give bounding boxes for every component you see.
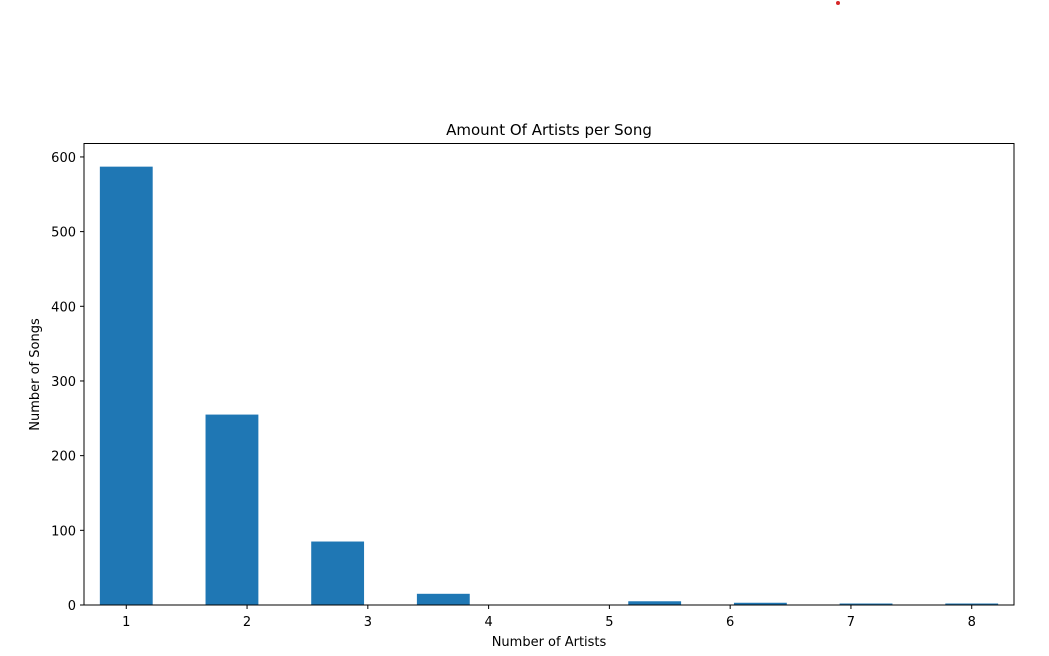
y-tick-label: 100 bbox=[51, 524, 76, 539]
bar-3 bbox=[311, 541, 365, 605]
y-axis-label: Number of Songs bbox=[28, 318, 43, 431]
bar-8 bbox=[945, 603, 999, 605]
x-tick-label: 4 bbox=[484, 615, 492, 630]
x-tick-label: 2 bbox=[243, 615, 251, 630]
y-tick-label: 0 bbox=[68, 599, 76, 614]
x-axis: 1 2 3 4 5 6 7 8 bbox=[122, 605, 976, 630]
y-axis: 0 100 200 300 400 500 600 bbox=[51, 151, 84, 614]
bar-5 bbox=[628, 601, 682, 605]
y-tick-label: 500 bbox=[51, 226, 76, 241]
y-tick-label: 400 bbox=[51, 300, 76, 315]
bar-7 bbox=[839, 603, 893, 605]
y-tick-label: 200 bbox=[51, 450, 76, 465]
bar-2 bbox=[205, 414, 259, 605]
plot-frame bbox=[83, 143, 1015, 606]
red-marker-dot bbox=[836, 1, 840, 5]
x-tick-label: 3 bbox=[364, 615, 372, 630]
x-tick-label: 8 bbox=[968, 615, 976, 630]
bar-4 bbox=[416, 593, 470, 605]
chart-title: Amount Of Artists per Song bbox=[446, 121, 652, 139]
x-axis-label: Number of Artists bbox=[492, 635, 607, 650]
y-tick-label: 600 bbox=[51, 151, 76, 166]
y-tick-label: 300 bbox=[51, 375, 76, 390]
x-tick-label: 1 bbox=[122, 615, 130, 630]
bars-group bbox=[99, 166, 999, 606]
x-tick-label: 6 bbox=[726, 615, 734, 630]
bar-6 bbox=[733, 602, 787, 605]
x-tick-label: 7 bbox=[847, 615, 855, 630]
x-tick-label: 5 bbox=[605, 615, 613, 630]
bar-1 bbox=[99, 166, 153, 606]
